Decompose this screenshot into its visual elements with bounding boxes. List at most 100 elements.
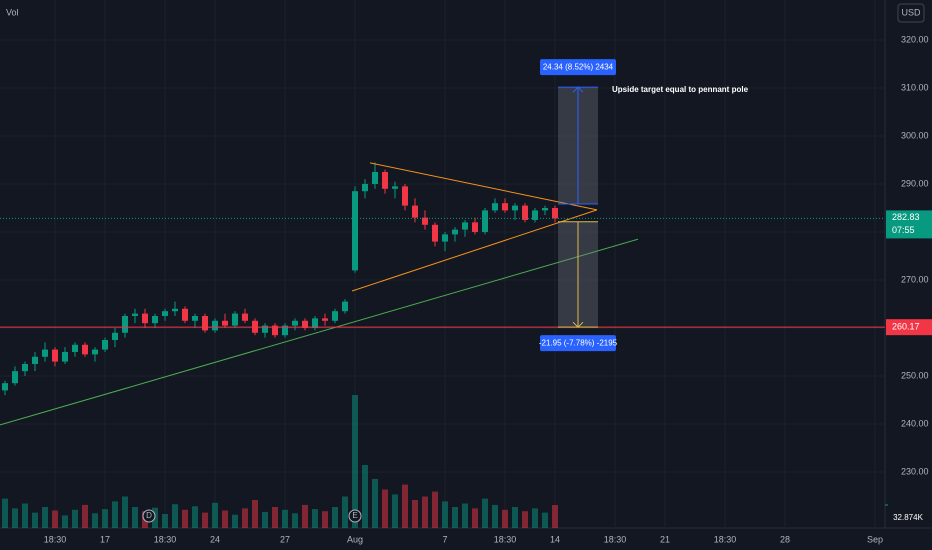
y-tick-label: 300.00	[901, 130, 929, 140]
level-tag	[886, 319, 932, 336]
candle-body	[122, 315, 128, 333]
event-marker	[348, 509, 362, 523]
volume-bar	[122, 496, 128, 528]
candle-body	[462, 222, 468, 230]
projection-label: 24.34 (8.52%) 2434	[543, 62, 614, 71]
candle-body	[382, 171, 388, 189]
volume-bar	[212, 502, 218, 528]
candle-body	[472, 222, 478, 232]
y-tick-label: 270.00	[901, 274, 929, 284]
candle-body	[12, 371, 18, 384]
y-tick-label: 250.00	[901, 370, 929, 380]
volume-bar	[242, 508, 248, 528]
candle-body	[2, 383, 8, 391]
event-label: E	[352, 511, 357, 520]
volume-bar	[332, 507, 338, 528]
volume-bar	[472, 508, 478, 528]
x-tick-label: 18:30	[44, 534, 67, 544]
volume-bar	[392, 494, 398, 528]
last-price-label: 282.83	[892, 212, 920, 222]
volume-bar	[112, 501, 118, 528]
candle-body	[92, 349, 98, 355]
x-tick-label: 18:30	[714, 534, 737, 544]
x-tick-label: 7	[442, 534, 447, 544]
volume-bar	[402, 484, 408, 528]
candle-body	[142, 313, 148, 324]
volume-bar	[432, 491, 438, 528]
y-tick-label: 240.00	[901, 418, 929, 428]
volume-bar	[422, 496, 428, 528]
x-tick-label: 17	[100, 534, 110, 544]
candle-body	[162, 311, 168, 316]
candle-body	[332, 311, 338, 321]
candle-body	[212, 320, 218, 331]
volume-title: Vol	[6, 7, 19, 17]
volume-bar	[202, 512, 208, 528]
volume-bar	[172, 504, 178, 528]
x-tick-label: 14	[550, 534, 560, 544]
currency-button[interactable]	[897, 3, 925, 23]
volume-bar	[252, 500, 258, 528]
candle-body	[442, 234, 448, 242]
x-tick-label: 28	[780, 534, 790, 544]
candle-body	[22, 363, 28, 372]
candle-body	[372, 171, 378, 184]
volume-bar	[22, 503, 28, 528]
candle-body	[342, 301, 348, 312]
candle-body	[82, 344, 88, 355]
candle-body	[52, 349, 58, 362]
volume-bar	[512, 507, 518, 528]
volume-bar	[32, 512, 38, 528]
candle-body	[492, 203, 498, 211]
currency: USD	[901, 7, 921, 17]
candle-body	[272, 325, 278, 336]
volume-bar	[42, 507, 48, 528]
candle-body	[432, 224, 438, 242]
x-tick-label: Aug	[347, 534, 363, 544]
volume-bar	[502, 509, 508, 528]
candle-body	[222, 320, 228, 326]
candle-body	[182, 308, 188, 321]
candle-body	[362, 183, 368, 192]
volume-bar	[132, 507, 138, 528]
volume-bar	[222, 510, 228, 528]
volume-bar	[552, 504, 558, 528]
candle-body	[312, 318, 318, 328]
event-marker	[142, 509, 156, 523]
arrow-head	[572, 86, 584, 93]
volume-bar	[322, 511, 328, 528]
trend-line	[351, 209, 598, 292]
candle-body	[202, 315, 208, 331]
volume-bar	[262, 511, 268, 528]
last-price-tag	[886, 210, 932, 239]
volume-bar	[342, 496, 348, 528]
volume-bar	[12, 508, 18, 528]
candle-body	[72, 344, 78, 352]
volume-bar	[372, 479, 378, 528]
volume-bar	[442, 501, 448, 528]
candle-body	[62, 351, 68, 362]
volume-bar	[462, 503, 468, 528]
candle-body	[152, 315, 158, 324]
volume-bar	[232, 514, 238, 528]
candle-body	[32, 356, 38, 364]
candle-body	[512, 205, 518, 211]
projection-label-box	[540, 335, 616, 352]
volume-bar	[542, 512, 548, 528]
candle-body	[232, 313, 238, 326]
candle-body	[552, 207, 558, 219]
candle-body	[502, 203, 508, 211]
volume-bar	[182, 509, 188, 528]
y-tick-label: 290.00	[901, 178, 929, 188]
volume-bar	[292, 513, 298, 528]
candle-body	[452, 229, 458, 235]
volume-bar	[352, 395, 358, 528]
x-tick-label: 21	[660, 534, 670, 544]
candle-body	[482, 210, 488, 232]
volume-bar	[72, 509, 78, 528]
volume-bar	[282, 509, 288, 528]
volume-bar	[412, 500, 418, 528]
trend-line	[369, 162, 598, 211]
